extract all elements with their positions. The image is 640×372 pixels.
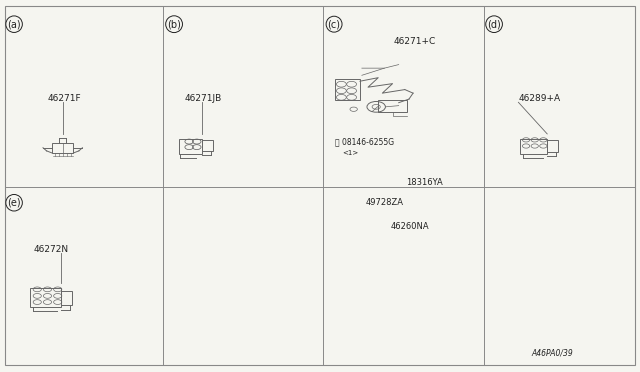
Text: (d): (d) [487, 19, 501, 29]
Bar [547, 141, 558, 152]
Text: 49728ZA: 49728ZA [366, 198, 404, 207]
Text: (c): (c) [328, 19, 340, 29]
Bar [61, 291, 72, 305]
Text: 18316YA: 18316YA [406, 178, 443, 187]
Text: (a): (a) [7, 19, 21, 29]
Text: Ⓑ 08146-6255G: Ⓑ 08146-6255G [335, 137, 394, 146]
Text: 46271F: 46271F [48, 94, 82, 103]
Bar [378, 100, 407, 112]
Text: (b): (b) [167, 19, 181, 29]
Text: 46260NA: 46260NA [390, 222, 429, 231]
Text: 46271+C: 46271+C [394, 37, 436, 46]
Text: 46289+A: 46289+A [518, 94, 561, 103]
Text: <1>: <1> [342, 150, 358, 156]
Text: 46272N: 46272N [34, 245, 69, 254]
Text: A46PA0/39: A46PA0/39 [531, 349, 573, 358]
Text: (e): (e) [7, 198, 21, 208]
Text: 46271JB: 46271JB [184, 94, 221, 103]
